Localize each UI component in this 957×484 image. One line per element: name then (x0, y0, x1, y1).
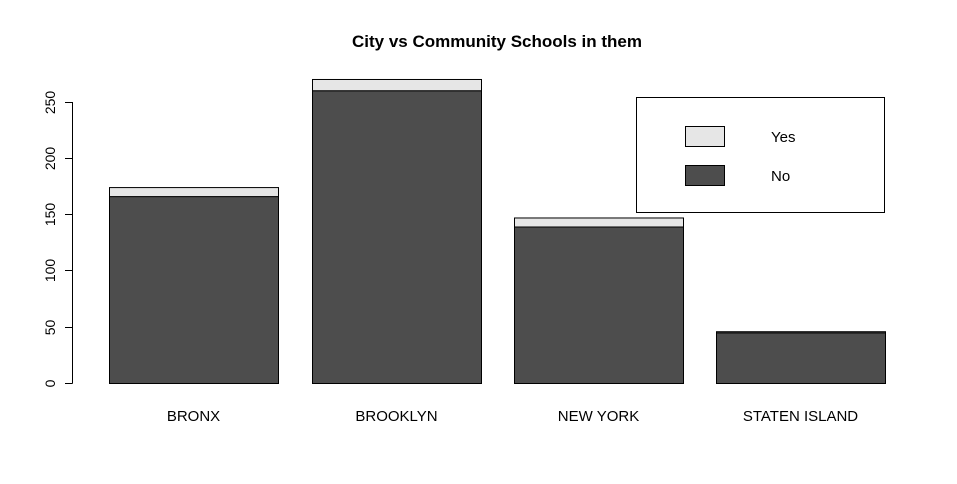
y-tick-label: 250 (42, 91, 58, 115)
legend-swatch-no (685, 165, 725, 186)
bar-no-new-york (514, 226, 684, 384)
x-tick-label: BROOKLYN (355, 408, 437, 425)
bars (109, 78, 886, 385)
legend: Yes No (636, 97, 885, 213)
x-tick-label: NEW YORK (558, 408, 639, 425)
x-axis-labels: BRONX BROOKLYN NEW YORK STATEN ISLAND (167, 408, 858, 425)
bar-yes-staten-island (716, 331, 886, 334)
legend-box (636, 97, 885, 213)
y-tick-label: 50 (42, 320, 58, 336)
legend-label-no: No (771, 168, 790, 185)
y-tick-label: 0 (42, 379, 58, 387)
x-tick-label: STATEN ISLAND (743, 408, 858, 425)
bar-no-bronx (109, 196, 279, 384)
y-tick-label: 200 (42, 147, 58, 171)
y-axis: 0 50 100 150 200 250 (42, 91, 73, 387)
legend-label-yes: Yes (771, 129, 795, 146)
bar-yes-bronx (109, 187, 279, 198)
x-tick-label: BRONX (167, 408, 220, 425)
bar-no-staten-island (716, 332, 886, 384)
legend-swatch-yes (685, 126, 725, 147)
chart-title: City vs Community Schools in them (352, 32, 642, 51)
bar-yes-brooklyn (312, 78, 482, 92)
y-tick-label: 100 (42, 259, 58, 283)
bar-yes-new-york (514, 217, 684, 228)
y-tick-label: 150 (42, 203, 58, 227)
bar-no-brooklyn (312, 90, 482, 385)
